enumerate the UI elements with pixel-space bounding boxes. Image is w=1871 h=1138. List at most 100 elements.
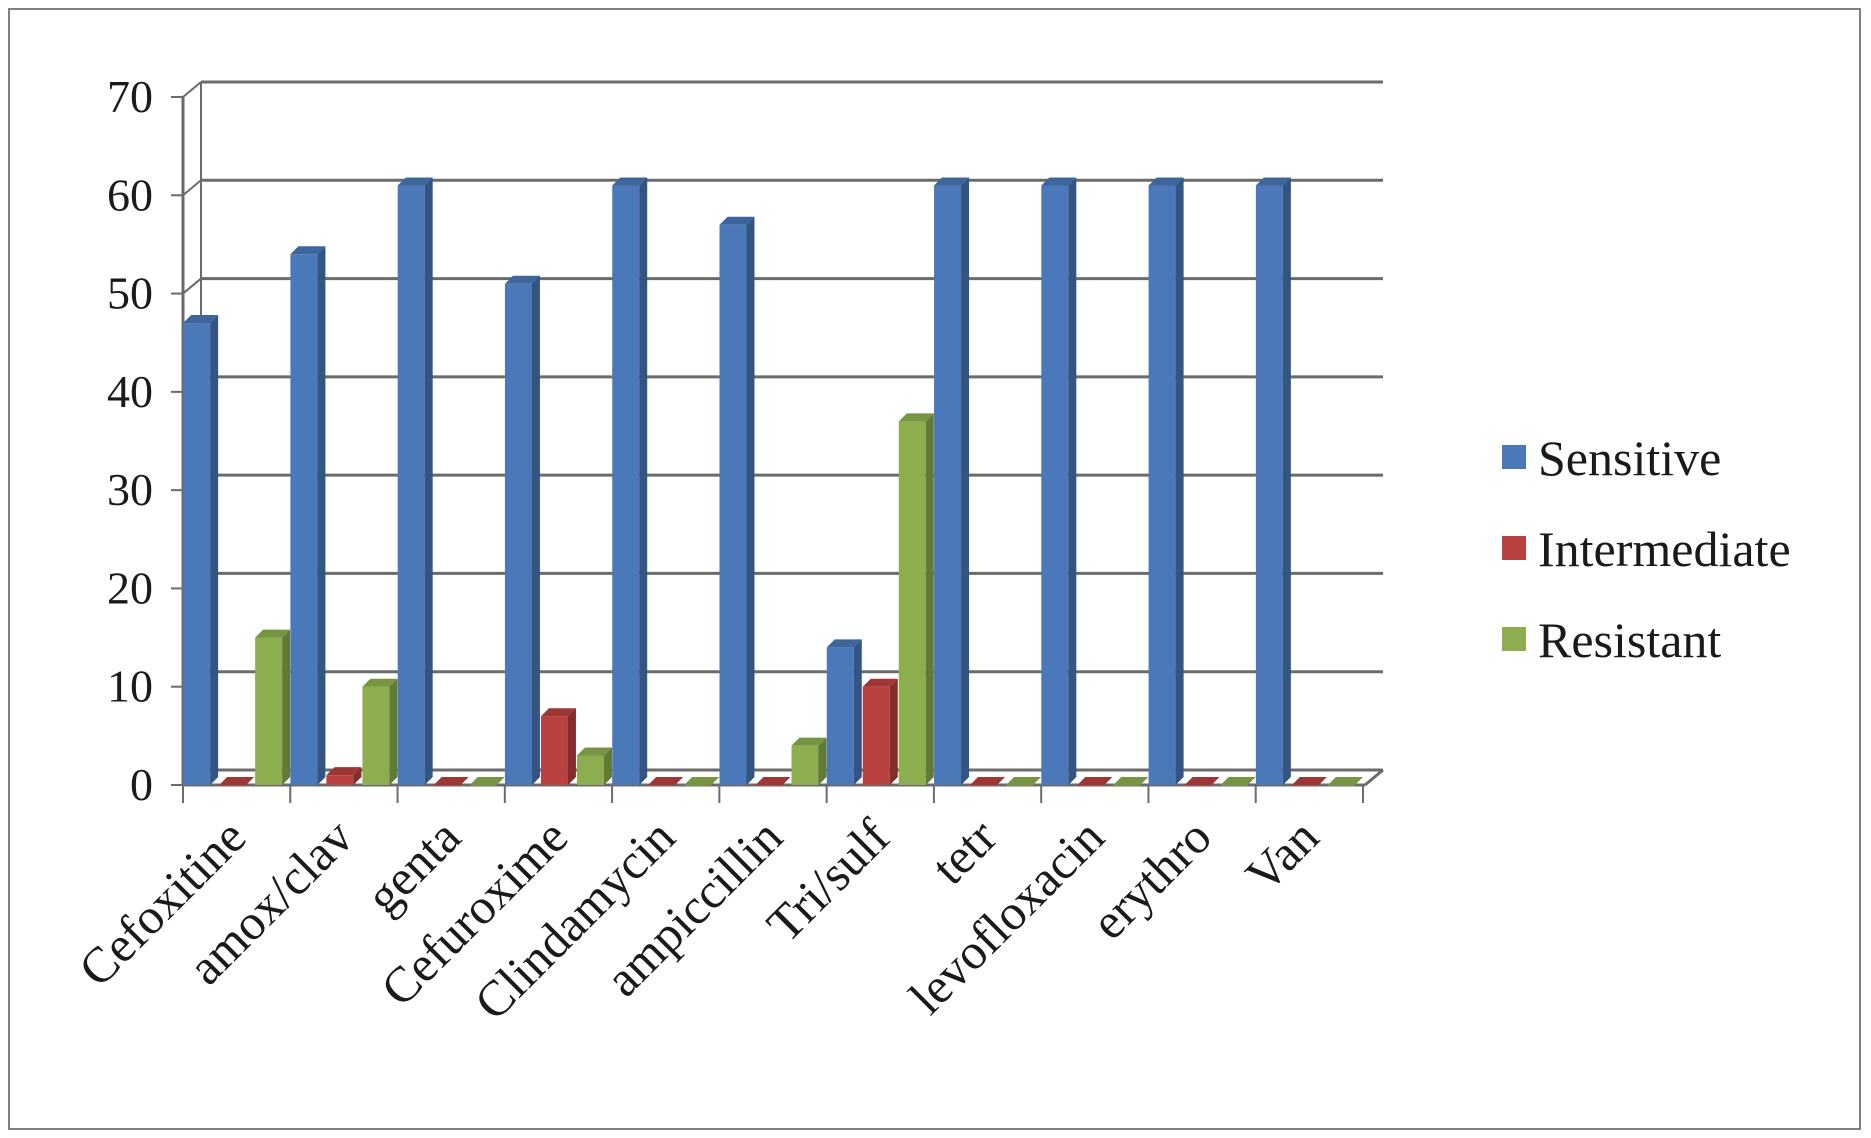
bar-side [603, 747, 612, 785]
axes [171, 82, 1384, 803]
y-axis-tick-labels: 0 10 20 30 40 50 60 70 [107, 71, 153, 810]
bar-top [540, 708, 576, 717]
bar-intermediate [970, 777, 1006, 786]
x-category-label: Van [1235, 808, 1330, 903]
bar-front [504, 283, 532, 785]
bar-front [576, 755, 604, 785]
bar-side [282, 629, 291, 785]
gridline-depth [182, 277, 202, 295]
bar-side [1282, 177, 1291, 785]
bar-front [183, 323, 211, 785]
bar-sensitive [397, 177, 433, 785]
bar-front [826, 647, 854, 785]
bar-top [1184, 777, 1220, 785]
bar-front [755, 785, 783, 786]
bar-top [183, 315, 219, 324]
bar-front [290, 254, 318, 785]
bar-front [219, 785, 247, 786]
bar-top [648, 777, 684, 785]
bar-sensitive [1148, 177, 1184, 785]
legend-swatch [1502, 627, 1526, 651]
y-tick-label: 0 [130, 759, 153, 810]
bar-side [818, 737, 827, 785]
legend-swatch [1502, 536, 1526, 560]
bar-intermediate [1291, 777, 1327, 786]
bar-front [648, 785, 676, 786]
bar-sensitive [504, 275, 540, 785]
bar-top [469, 777, 505, 785]
bar-side [853, 639, 862, 785]
bar-side [567, 708, 576, 785]
bar-front [791, 745, 819, 785]
bar-side [317, 246, 326, 785]
legend-item-resistant: Resistant [1502, 612, 1721, 668]
bar-resistant [1113, 777, 1149, 786]
legend-item-sensitive: Sensitive [1502, 430, 1721, 486]
bar-intermediate [648, 777, 684, 786]
bar-resistant [1006, 777, 1042, 786]
bar-sensitive [826, 639, 862, 785]
bar-front [255, 637, 283, 785]
legend: Sensitive Intermediate Resistant [1502, 430, 1791, 668]
bar-side [353, 767, 362, 785]
y-tick-label: 60 [107, 169, 153, 220]
bar-top [1255, 177, 1291, 186]
bar-top [1148, 177, 1184, 186]
bar-front [1255, 185, 1283, 785]
bar-top [290, 246, 326, 255]
bar-sensitive [183, 315, 219, 785]
bar-front [719, 224, 747, 785]
bar-front [469, 785, 497, 786]
bar-side [1068, 177, 1077, 785]
bar-front [397, 185, 425, 785]
bar-top [576, 747, 612, 756]
bar-side [961, 177, 970, 785]
x-category-label: levofloxacin [898, 808, 1114, 1024]
bar-front [540, 716, 568, 785]
bar-top [1041, 177, 1077, 186]
bar-top [719, 216, 755, 225]
y-tick-label: 50 [107, 268, 153, 319]
bar-intermediate [219, 777, 255, 786]
bar-front [1327, 785, 1355, 786]
bar-resistant [255, 629, 291, 785]
bar-top [862, 678, 898, 687]
bar-front [934, 185, 962, 785]
bar-intermediate [1077, 777, 1113, 786]
y-tick-label: 30 [107, 464, 153, 515]
bar-top [970, 777, 1006, 785]
bar-front [362, 686, 390, 785]
bar-side [925, 413, 934, 785]
bar-front [1184, 785, 1212, 786]
bar-top [433, 777, 469, 785]
legend-item-intermediate: Intermediate [1502, 521, 1791, 577]
bar-top [326, 767, 362, 776]
legend-label: Sensitive [1538, 430, 1721, 486]
bar-top [934, 177, 970, 186]
bar-intermediate [433, 777, 469, 786]
bar-top [362, 678, 398, 687]
bar-top [255, 629, 291, 638]
bar-top [755, 777, 791, 785]
bar-intermediate [1184, 777, 1220, 786]
bar-top [219, 777, 255, 785]
bar-top [504, 275, 540, 284]
bar-front [1041, 185, 1069, 785]
bar-top [1327, 777, 1363, 785]
bar-intermediate [862, 678, 898, 785]
legend-label: Resistant [1538, 612, 1721, 668]
bar-front [1113, 785, 1141, 786]
bar-resistant [1220, 777, 1256, 786]
gridline-depth [182, 179, 202, 197]
bar-front [326, 775, 354, 785]
bar-front [433, 785, 461, 786]
x-category-label: erythro [1080, 808, 1222, 950]
bar-top [898, 413, 934, 422]
bar-resistant [362, 678, 398, 785]
bar-front [1291, 785, 1319, 786]
bar-top [1220, 777, 1256, 785]
bar-front [1006, 785, 1034, 786]
bar-top [612, 177, 648, 186]
bar-front [970, 785, 998, 786]
